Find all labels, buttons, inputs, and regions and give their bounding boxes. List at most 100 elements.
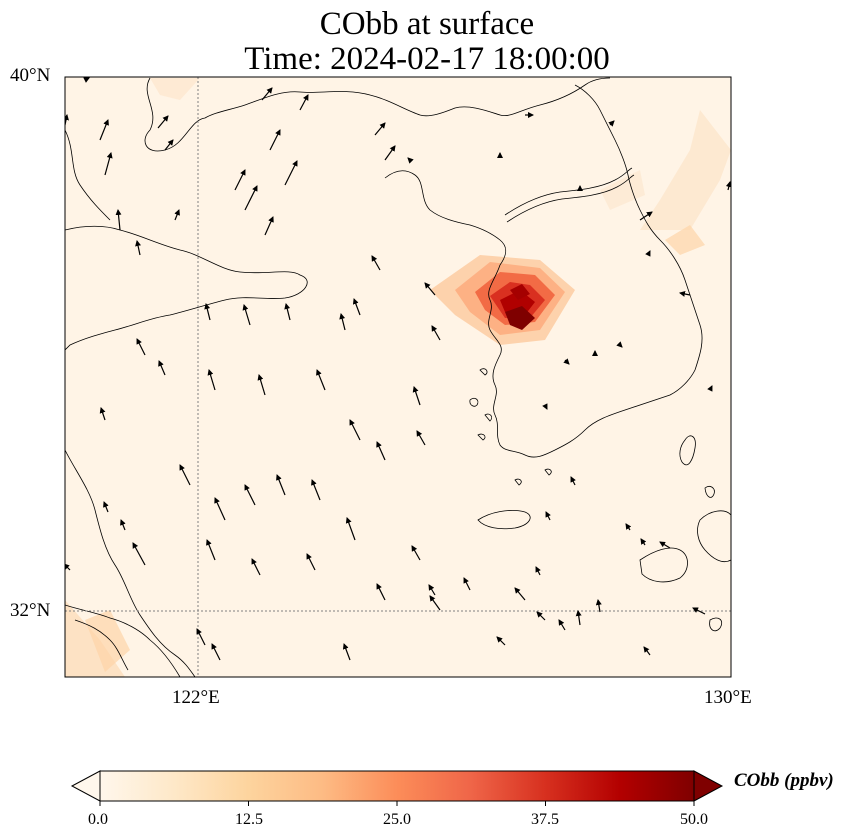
wind-arrow [269, 129, 281, 151]
wind-arrow [625, 523, 632, 531]
wind-arrow [257, 374, 266, 396]
gridlines [65, 77, 731, 677]
lon-tick-130e: 130°E [704, 687, 752, 708]
wind-arrow [639, 211, 653, 221]
wind-arrow [299, 94, 309, 111]
wind-arrow [371, 255, 381, 271]
wind-arrow [136, 338, 146, 356]
wind-arrow [264, 216, 274, 236]
wind-arrow [463, 577, 471, 591]
wind-arrow [643, 646, 651, 656]
cobb-hotspot [430, 255, 575, 345]
wind-arrow [429, 595, 441, 611]
wind-arrow [376, 441, 386, 461]
wind-arrow [640, 538, 647, 546]
map-title-line2: Time: 2024-02-17 18:00:00 [244, 41, 610, 77]
wind-arrow [339, 313, 346, 331]
wind-arrow [659, 541, 671, 549]
wind-vectors [65, 77, 731, 661]
wind-arrow [563, 358, 570, 365]
wind-arrow [174, 209, 180, 221]
map-title-line1: CObb at surface [319, 6, 535, 42]
wind-arrow [575, 610, 582, 626]
colorbar-extend-max [693, 770, 724, 802]
wind-arrow [725, 181, 731, 191]
colorbar-tick-1: 12.5 [235, 811, 263, 828]
wind-arrow [204, 303, 211, 321]
lon-tick-122e: 122°E [172, 687, 220, 708]
wind-arrow [115, 209, 122, 231]
wind-arrow [316, 369, 326, 391]
wind-arrow [99, 119, 109, 141]
wind-arrow [496, 636, 506, 646]
wind-arrow [545, 511, 551, 521]
wind-arrow [244, 185, 258, 211]
wind-arrow [104, 152, 113, 176]
wind-arrow [196, 628, 206, 646]
wind-arrow [536, 611, 546, 621]
wind-arrow [376, 583, 386, 601]
wind-arrow [251, 558, 261, 576]
colorbar-tick-4: 50.0 [680, 811, 708, 828]
wind-arrow [384, 145, 396, 161]
wind-arrow [542, 403, 548, 410]
map-frame [64, 76, 732, 678]
wind-arrow [234, 169, 246, 191]
colorbar-tick-2: 25.0 [383, 811, 411, 828]
wind-arrow [179, 464, 191, 486]
wind-arrow [428, 584, 436, 596]
wind-arrow [135, 240, 141, 256]
wind-arrow [679, 291, 691, 297]
colorbar-extend-min [70, 770, 101, 802]
colorbar [70, 770, 724, 806]
wind-arrow [306, 553, 316, 571]
wind-arrow [244, 484, 256, 506]
wind-arrow [342, 643, 351, 661]
wind-arrow [99, 407, 106, 421]
wind-arrow [276, 474, 286, 496]
wind-arrow [311, 479, 321, 501]
wind-arrow [608, 120, 615, 127]
wind-arrow [416, 430, 426, 446]
concentration-plumes [65, 78, 731, 677]
wind-arrow [261, 87, 273, 101]
wind-arrow [132, 542, 146, 566]
wind-arrow [558, 619, 566, 631]
wind-arrow [83, 77, 90, 83]
wind-arrow [345, 517, 356, 541]
wind-arrow [211, 643, 221, 661]
wind-arrow [352, 298, 361, 316]
wind-arrow [284, 303, 291, 321]
wind-arrow [284, 160, 298, 186]
wind-arrow [595, 599, 602, 613]
wind-arrow [120, 519, 126, 531]
wind-arrow [407, 157, 414, 164]
concentration-field-background [65, 77, 731, 677]
wind-arrow [242, 304, 251, 326]
wind-arrow [103, 501, 109, 513]
wind-arrow [349, 419, 361, 441]
colorbar-tick-0: 0.0 [88, 811, 108, 828]
wind-arrow [570, 476, 576, 486]
wind-arrow [514, 587, 526, 601]
wind-arrow [65, 563, 71, 571]
wind-arrow [207, 369, 216, 391]
wind-arrow [158, 360, 166, 376]
wind-arrow [431, 325, 441, 341]
wind-arrow [374, 122, 386, 136]
coastlines [65, 77, 731, 677]
wind-arrow [645, 250, 651, 257]
wind-arrow [411, 545, 421, 561]
wind-arrow [164, 139, 174, 151]
wind-arrow [424, 282, 436, 296]
wind-arrow [535, 566, 541, 576]
wind-arrow [214, 497, 226, 521]
lat-tick-40n: 40°N [10, 65, 51, 86]
wind-arrow [206, 539, 216, 561]
colorbar-label: CObb (ppbv) [734, 770, 834, 791]
wind-arrow [616, 341, 623, 348]
colorbar-tick-3: 37.5 [531, 811, 559, 828]
colorbar-gradient [99, 770, 695, 802]
wind-arrow [157, 115, 169, 129]
